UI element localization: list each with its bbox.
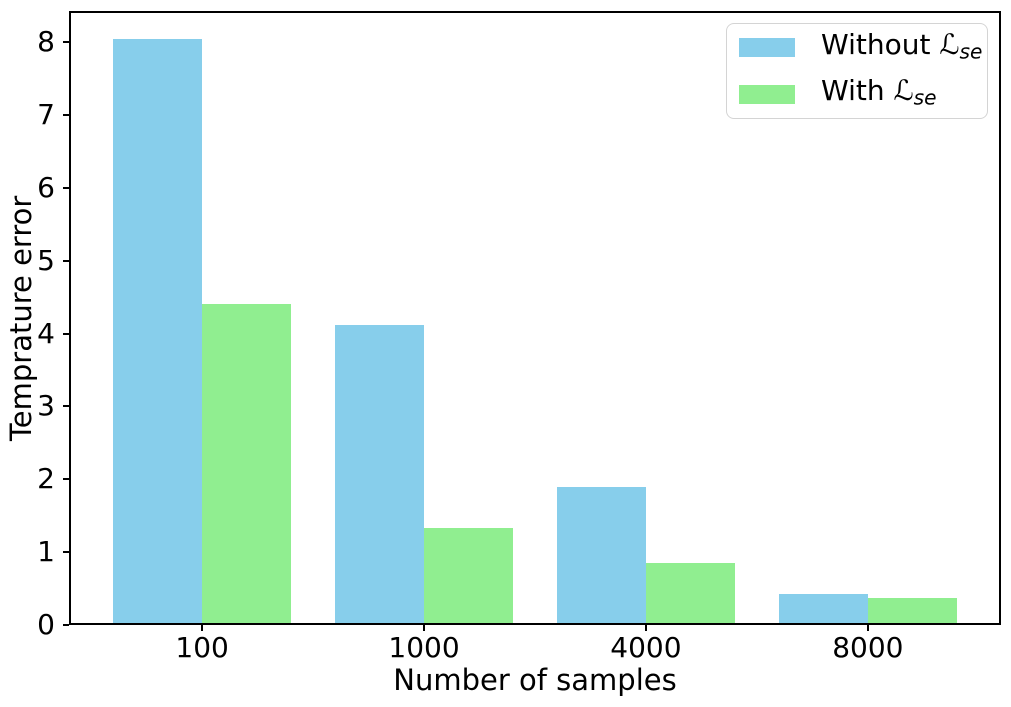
y-tick-mark-6 bbox=[63, 186, 69, 189]
bar-without-lse-1000 bbox=[335, 324, 425, 625]
legend-label-prefix-without-lse: Without bbox=[821, 27, 940, 61]
x-axis-label: Number of samples bbox=[393, 663, 677, 697]
legend-swatch-with-lse bbox=[739, 84, 795, 104]
legend-label-prefix-with-lse: With bbox=[821, 74, 894, 107]
x-tick-label-1000: 1000 bbox=[388, 631, 460, 664]
y-tick-label-8: 8 bbox=[37, 25, 55, 59]
y-tick-label-4: 4 bbox=[37, 316, 55, 350]
bar-with-lse-8000 bbox=[867, 598, 957, 625]
legend-label-with-lse: With ℒse bbox=[821, 76, 937, 112]
bar-with-lse-4000 bbox=[645, 563, 735, 625]
y-tick-label-6: 6 bbox=[37, 170, 55, 204]
y-tick-label-1: 1 bbox=[37, 535, 55, 569]
legend-label-without-lse: Without ℒse bbox=[821, 27, 983, 66]
y-tick-mark-7 bbox=[63, 114, 69, 117]
x-tick-label-4000: 4000 bbox=[610, 631, 682, 664]
x-tick-mark-8000 bbox=[866, 625, 869, 631]
legend-math-subscript-with-lse: se bbox=[913, 85, 937, 110]
x-tick-label-100: 100 bbox=[175, 631, 229, 664]
y-tick-mark-0 bbox=[63, 624, 69, 626]
x-tick-mark-100 bbox=[201, 625, 204, 631]
bar-with-lse-100 bbox=[202, 303, 291, 625]
y-tick-mark-5 bbox=[63, 259, 69, 262]
legend: Without ℒse With ℒse bbox=[726, 23, 988, 119]
legend-row-with-lse: With ℒse bbox=[739, 76, 975, 112]
y-tick-mark-8 bbox=[63, 41, 69, 44]
y-tick-label-2: 2 bbox=[37, 462, 55, 496]
bar-without-lse-4000 bbox=[557, 487, 646, 625]
y-tick-label-5: 5 bbox=[37, 243, 55, 277]
bar-without-lse-8000 bbox=[779, 594, 868, 625]
legend-row-without-lse: Without ℒse bbox=[739, 29, 982, 66]
x-tick-label-8000: 8000 bbox=[832, 631, 904, 664]
y-tick-label-7: 7 bbox=[37, 98, 55, 132]
y-tick-label-0: 0 bbox=[37, 608, 55, 641]
legend-math-subscript-without-lse: se bbox=[959, 39, 983, 63]
y-tick-mark-4 bbox=[63, 332, 69, 335]
y-tick-mark-1 bbox=[63, 551, 69, 554]
y-tick-mark-3 bbox=[63, 405, 69, 408]
legend-math-symbol-without-lse: ℒ bbox=[939, 27, 960, 61]
y-tick-mark-2 bbox=[63, 478, 69, 481]
bar-with-lse-1000 bbox=[424, 528, 513, 625]
y-tick-label-3: 3 bbox=[37, 389, 55, 423]
bar-without-lse-100 bbox=[113, 38, 203, 625]
bars-layer bbox=[69, 11, 1001, 625]
legend-swatch-without-lse bbox=[739, 38, 795, 58]
x-tick-mark-1000 bbox=[423, 625, 426, 631]
legend-math-symbol-with-lse: ℒ bbox=[893, 74, 914, 107]
x-tick-mark-4000 bbox=[644, 625, 647, 631]
